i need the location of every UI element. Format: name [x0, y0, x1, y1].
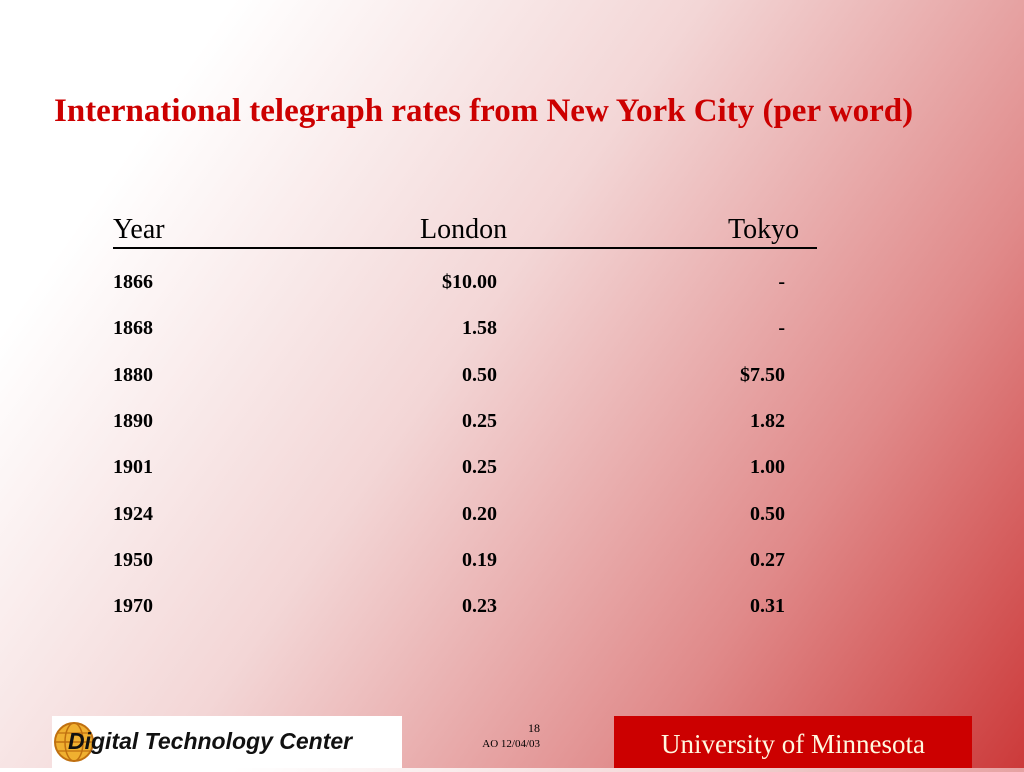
table-cell: - [778, 271, 785, 293]
logo-text: Digital Technology Center [68, 728, 353, 754]
table-cell: $7.50 [740, 363, 785, 386]
table-cell: 0.50 [750, 502, 785, 525]
table-cell: 1868 [113, 317, 153, 340]
table-cell: 1.82 [750, 409, 785, 432]
footer-note: AO 12/04/03 [482, 738, 540, 750]
column-header: Year [113, 214, 165, 245]
table-cell: 1880 [113, 363, 153, 386]
globe-icon [54, 722, 94, 762]
table-cell: 0.25 [462, 456, 497, 479]
table-cell: 0.50 [462, 363, 497, 386]
header-rule [113, 247, 817, 249]
table-cell: 0.31 [750, 595, 785, 618]
table-cell: 0.19 [462, 548, 497, 571]
table-cell: 0.20 [462, 502, 497, 525]
logo: Digital Technology Center [52, 716, 402, 768]
column-header: Tokyo [728, 214, 800, 245]
table-cell: 0.27 [750, 548, 785, 571]
table-cell: 1866 [113, 271, 153, 293]
page-number: 18 [528, 721, 540, 735]
table-cell: 0.23 [462, 595, 497, 618]
table-cell: 1924 [113, 502, 153, 525]
table-cell: 1970 [113, 595, 153, 618]
column-header: London [420, 214, 508, 245]
table-cell: 1950 [113, 548, 153, 571]
table-cell: 1901 [113, 456, 153, 479]
slide-title: International telegraph rates from New Y… [54, 93, 914, 129]
table-cell: 1890 [113, 409, 153, 432]
table-cell: - [778, 317, 785, 340]
university-banner: University of Minnesota [614, 716, 972, 768]
table-cell: 1.00 [750, 456, 785, 479]
table-cell: 1.58 [462, 317, 497, 340]
table-cell: $10.00 [442, 271, 497, 293]
table-cell: 0.25 [462, 409, 497, 432]
